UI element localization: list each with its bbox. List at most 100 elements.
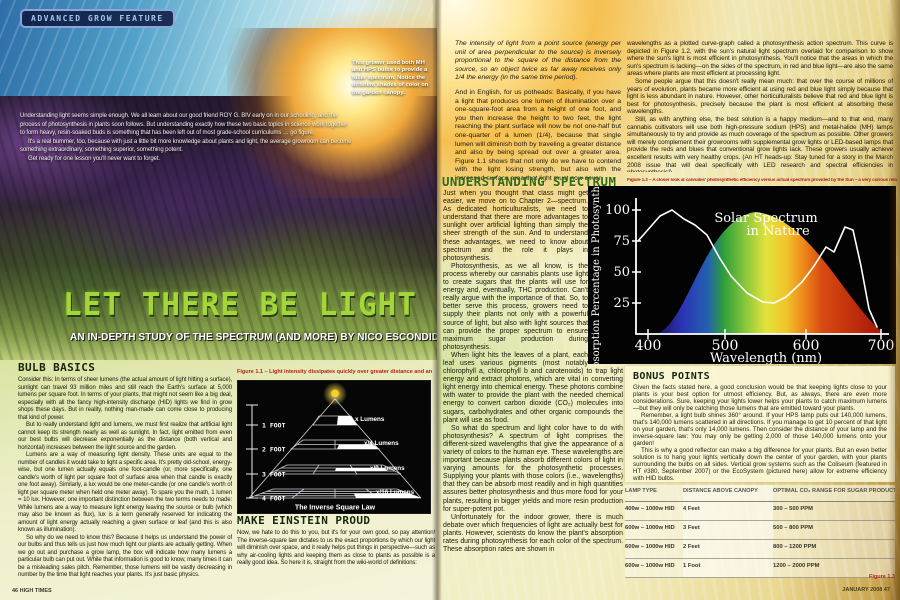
inverse-square-definition-quote: The intensity of light from a point sour… (455, 40, 621, 82)
bulb-basics-heading: BULB BASICS (18, 361, 96, 374)
y-tick-label: 25 (613, 296, 630, 311)
section-banner: ADVANCED GROW FEATURE (20, 9, 175, 28)
right-page: The intensity of light from a point sour… (437, 0, 900, 600)
photo-caption: This grower used both MH and HPS bulbs t… (352, 60, 429, 96)
diagram-title: The Inverse Square Law (295, 505, 376, 512)
column-header-distance: DISTANCE ABOVE CANOPY (683, 485, 773, 501)
make-einstein-proud-heading: MAKE EINSTEIN PROUD (237, 514, 371, 527)
column-header-lamp-type: LAMP TYPE (625, 488, 657, 494)
body-paragraph: So what do spectrum and light color have… (443, 424, 623, 513)
table-row: 600w – 1000w HID 1 Foot 1200 – 2000 PPM (625, 559, 895, 578)
figure-1-2-caption: Figure 1.2 – A closer look at cannabis' … (627, 178, 897, 183)
cell-co2-range: 500 – 800 PPM (773, 525, 813, 531)
bonus-points-heading: BONUS POINTS (633, 371, 711, 382)
left-page: ADVANCED GROW FEATURE Understanding ligh… (0, 0, 437, 600)
body-paragraph: Unfortunately for the indoor grower, the… (443, 513, 623, 554)
body-paragraph: But to really understand light and lumen… (18, 422, 232, 451)
chart-annotation: Solar Spectrum (714, 211, 817, 226)
table-row: 400w – 1000w HID 4 Feet 300 – 500 PPM (625, 502, 895, 521)
bulb-basics-section: BULB BASICS Consider this: In terms of s… (18, 361, 232, 587)
page-edge (888, 0, 900, 600)
solar-spectrum-curve (656, 212, 881, 334)
left-page-number: 46 HIGH TIMES (12, 588, 52, 594)
inverse-square-law-diagram: 1 FOOT 2 FOOT 3 FOOT 4 FOOT x Lumens x/4… (238, 381, 430, 513)
figure-1-1-caption: Figure 1.1 – Light intensity dissipates … (237, 369, 432, 375)
bulb-basics-text: Consider this: In terms of sheer lumens … (18, 377, 232, 580)
body-paragraph: Just when you thought that class might g… (443, 190, 588, 262)
distance-label: 4 FOOT (262, 495, 286, 503)
body-paragraph: This is why a good reflector can make a … (633, 447, 887, 482)
spectrum-column: wavelengths as a plotted curve-graph cal… (627, 40, 893, 172)
body-paragraph: Consider this: In terms of sheer lumens … (18, 377, 232, 421)
table-header-row: LAMP TYPE DISTANCE ABOVE CANOPY OPTIMAL … (625, 485, 895, 502)
definition-column: The intensity of light from a point sour… (455, 40, 621, 190)
figure-1-3-table: LAMP TYPE DISTANCE ABOVE CANOPY OPTIMAL … (625, 485, 895, 578)
table-row: 600w – 1000w HID 3 Feet 500 – 800 PPM (625, 521, 895, 540)
body-paragraph: Given the facts stated here, a good conc… (633, 384, 887, 412)
x-tick-label: 500 (712, 338, 739, 354)
cell-lamp-type: 400w – 1000w HID (625, 506, 675, 512)
body-paragraph: When light hits the leaves of a plant, e… (443, 351, 623, 424)
bonus-points-section: BONUS POINTS Given the facts stated here… (625, 366, 895, 482)
intro-paragraph: Get ready for one lesson you'll never wa… (28, 155, 160, 162)
intro-paragraph: It's a real bummer, too, because with ju… (20, 138, 352, 154)
cell-lamp-type: 600w – 1000w HID (625, 525, 675, 531)
figure-1-2-chart: 100 75 50 25 400 500 600 700 Wavelength … (588, 167, 896, 376)
body-paragraph: Photosynthesis, as we all know, is the p… (443, 262, 588, 351)
y-tick-label: 50 (613, 265, 630, 280)
intro-paragraphs: Understanding light seems simple enough.… (20, 112, 352, 190)
body-paragraph: Still, as with anything else, the best s… (627, 115, 893, 172)
cell-co2-range: 800 – 1200 PPM (773, 544, 817, 550)
axis-ticks (632, 209, 882, 339)
intro-paragraph: Understanding light seems simple enough.… (20, 113, 348, 137)
grow-lamp-photo (227, 28, 437, 198)
understanding-spectrum-text: Just when you thought that class might g… (443, 190, 623, 582)
article-title: LET THERE BE LIGHT (63, 287, 417, 323)
right-page-number: JANUARY 2008 47 (842, 587, 890, 593)
body-paragraph: And in English, for us potheads: Basical… (455, 88, 621, 182)
chart-axes (635, 198, 889, 335)
lumen-label: x/9 Lumens (370, 465, 405, 472)
distance-label: 1 FOOT (262, 422, 286, 430)
body-paragraph: Remember, a light bulb shines 360° aroun… (633, 412, 887, 447)
body-paragraph: Now, we hate to do this to you, but it's… (237, 530, 435, 566)
y-axis-label: Absorption Percentage in Photosynthesis (591, 186, 602, 364)
cell-distance: 2 Feet (683, 540, 773, 558)
highlight-wedges (335, 416, 421, 498)
body-paragraph: wavelengths as a plotted curve-graph cal… (627, 40, 893, 78)
make-einstein-proud-section: MAKE EINSTEIN PROUD Now, we hate to do t… (237, 514, 435, 594)
table-row: 600w – 1000w HID 2 Feet 800 – 1200 PPM (625, 540, 895, 559)
cell-co2-range: 300 – 500 PPM (773, 506, 813, 512)
cell-lamp-type: 600w – 1000w HID (625, 563, 675, 569)
light-bulb-icon (330, 389, 340, 398)
cell-distance: 3 Feet (683, 521, 773, 539)
column-header-co2-range: OPTIMAL CO₂ RANGE FOR SUGAR PRODUCTION (773, 488, 895, 494)
action-spectrum-chart: 100 75 50 25 400 500 600 700 Wavelength … (588, 167, 896, 376)
x-tick-label: 700 (868, 338, 895, 354)
body-paragraph: Some people argue that this doesn't real… (627, 77, 893, 116)
distance-ruler (246, 404, 258, 499)
cell-distance: 1 Foot (683, 559, 773, 577)
y-tick-label: 75 (613, 234, 630, 249)
cell-lamp-type: 600w – 1000w HID (625, 544, 675, 550)
distance-label: 3 FOOT (262, 471, 286, 479)
page-spine (432, 0, 442, 600)
absorption-curve (637, 209, 878, 328)
cell-co2-range: 1200 – 2000 PPM (773, 563, 820, 569)
chart-annotation: in Nature (746, 224, 810, 239)
x-tick-label: 400 (635, 338, 662, 354)
understanding-spectrum-heading: UNDERSTANDING SPECTRUM (442, 174, 617, 189)
x-axis-label: Wavelength (nm) (710, 351, 822, 364)
bulb-base (332, 397, 338, 401)
body-paragraph: Lumens are a way of measuring light dens… (18, 452, 232, 533)
x-tick-label: 600 (793, 338, 820, 354)
lumen-label: x/4 Lumens (364, 440, 399, 447)
figure-1-3-label: Figure 1.3 (869, 574, 895, 580)
cell-distance: 4 Feet (683, 502, 773, 520)
lumen-label: x Lumens (355, 416, 385, 423)
lumen-label: x/16 Lumens (376, 489, 415, 496)
y-tick-label: 100 (605, 203, 630, 218)
distance-label: 2 FOOT (262, 446, 286, 454)
body-paragraph: So why do we need to know this? Because … (18, 534, 232, 579)
